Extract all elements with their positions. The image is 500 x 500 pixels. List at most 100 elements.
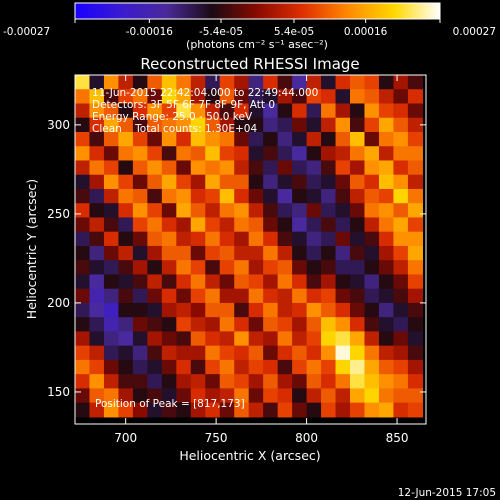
heatmap-cell	[393, 331, 409, 347]
heatmap-cell	[147, 103, 163, 119]
heatmap-cell	[335, 217, 351, 233]
heatmap-cell	[407, 359, 423, 375]
heatmap-cell	[292, 260, 308, 276]
heatmap-cell	[147, 174, 163, 190]
heatmap-cell	[132, 359, 148, 375]
heatmap-cell	[407, 160, 423, 176]
y-tick-label-0: 150	[47, 385, 70, 399]
heatmap-cell	[147, 188, 163, 204]
heatmap-cell	[263, 203, 279, 219]
heatmap-cell	[132, 75, 148, 90]
heatmap-cell	[132, 117, 148, 133]
heatmap-cell	[263, 345, 279, 361]
heatmap-cell	[118, 302, 134, 318]
heatmap-cell	[219, 117, 235, 133]
heatmap-cell	[378, 288, 395, 304]
heatmap-cell	[234, 117, 250, 133]
heatmap-cell	[219, 188, 235, 204]
heatmap-cell	[263, 75, 279, 90]
heatmap-cell	[147, 274, 163, 290]
heatmap-cell	[378, 203, 395, 219]
heatmap-cell	[277, 117, 293, 133]
heatmap-cell	[277, 188, 293, 204]
heatmap-cell	[393, 231, 409, 247]
heatmap-cell	[350, 103, 366, 119]
heatmap-cell	[321, 117, 337, 133]
heatmap-cell	[407, 174, 423, 190]
heatmap-cell	[205, 260, 221, 276]
heatmap-cell	[190, 317, 206, 332]
y-axis-ticks: 150 200 250 300	[47, 118, 426, 399]
heatmap-cell	[118, 174, 134, 190]
heatmap-cell	[234, 146, 250, 162]
heatmap-cell	[393, 260, 409, 276]
heatmap-cell	[147, 203, 163, 219]
heatmap-cell	[378, 89, 395, 105]
heatmap-cell	[176, 117, 192, 133]
heatmap-cell	[176, 146, 192, 162]
heatmap-cell	[147, 75, 163, 90]
heatmap-cell	[219, 231, 235, 247]
heatmap-cell	[75, 359, 91, 375]
heatmap-cell	[378, 260, 395, 276]
heatmap-cell	[190, 160, 206, 176]
heatmap-cell	[378, 345, 395, 361]
heatmap-cell	[393, 160, 409, 176]
heatmap-cell	[292, 274, 308, 290]
heatmap-cell	[321, 359, 337, 375]
heatmap-cell	[378, 188, 395, 204]
heatmap-cell	[147, 374, 163, 389]
heatmap-cell	[147, 260, 163, 276]
heatmap-cell	[306, 174, 322, 190]
heatmap-cell	[161, 331, 177, 347]
heatmap-cell	[335, 302, 351, 318]
heatmap-cell	[89, 374, 105, 389]
heatmap-cell	[219, 331, 235, 347]
heatmap-cell	[407, 117, 423, 133]
heatmap-cell	[393, 388, 409, 404]
heatmap-cell	[234, 388, 250, 404]
heatmap-cells	[75, 75, 423, 418]
heatmap-cell	[161, 388, 177, 404]
heatmap-cell	[292, 203, 308, 219]
heatmap-cell	[161, 174, 177, 190]
heatmap-cell	[321, 402, 337, 418]
heatmap-cell	[321, 274, 337, 290]
heatmap-cell	[118, 160, 134, 176]
heatmap-cell	[118, 203, 134, 219]
heatmap-cell	[75, 75, 91, 90]
peak-position-label: Position of Peak = [817,173]	[95, 398, 245, 410]
annotation-energy-range: Energy Range: 25.0 - 50.0 keV	[92, 111, 253, 123]
heatmap-cell	[118, 89, 134, 105]
heatmap-cell	[103, 146, 120, 162]
heatmap-cell	[306, 103, 322, 119]
heatmap-cell	[248, 260, 264, 276]
heatmap-cell	[205, 160, 221, 176]
heatmap-cell	[176, 260, 192, 276]
heatmap-cell	[132, 331, 148, 347]
heatmap-cell	[306, 245, 322, 261]
heatmap-cell	[132, 245, 148, 261]
heatmap-cell	[321, 146, 337, 162]
heatmap-cell	[176, 217, 192, 233]
heatmap-cell	[263, 174, 279, 190]
heatmap-cell	[292, 217, 308, 233]
heatmap-cell	[292, 317, 308, 332]
heatmap-cell	[292, 374, 308, 389]
heatmap-cell	[335, 374, 351, 389]
heatmap-cell	[248, 331, 264, 347]
heatmap-cell	[161, 245, 177, 261]
heatmap-cell	[161, 160, 177, 176]
heatmap-cell	[248, 89, 264, 105]
heatmap-cell	[335, 75, 351, 90]
heatmap-cell	[219, 388, 235, 404]
heatmap-cell	[277, 146, 293, 162]
heatmap-cell	[118, 117, 134, 133]
heatmap-cell	[75, 302, 91, 318]
heatmap-cell	[190, 374, 206, 389]
heatmap-cell	[205, 288, 221, 304]
heatmap-cell	[306, 160, 322, 176]
heatmap-cell	[393, 89, 409, 105]
heatmap-cell	[364, 146, 380, 162]
heatmap-cell	[89, 146, 105, 162]
